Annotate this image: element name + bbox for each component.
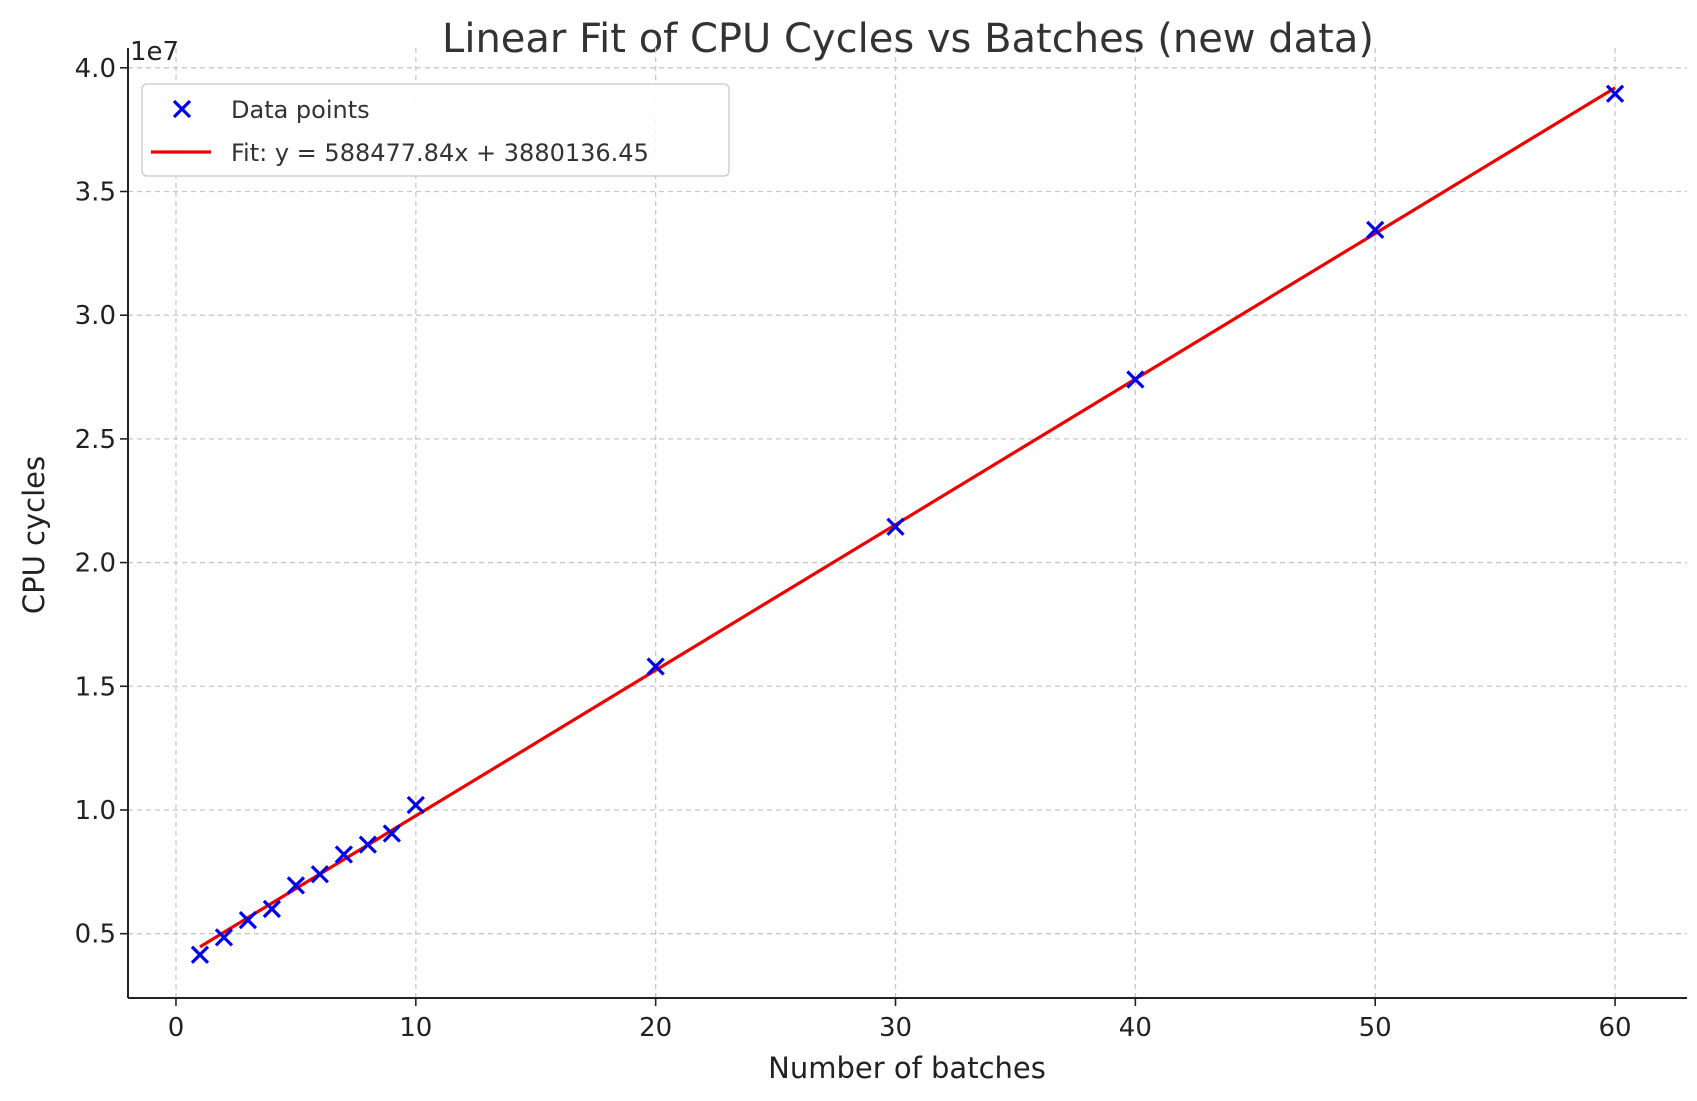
- y-tick-label: 0.5: [75, 920, 116, 950]
- grid-lines: [128, 48, 1687, 998]
- data-point: [406, 795, 425, 815]
- fit-line-layer: [199, 86, 1616, 949]
- data-point: [1366, 220, 1385, 239]
- data-points-layer: [190, 84, 1625, 964]
- x-axis-label: Number of batches: [768, 1051, 1046, 1085]
- legend-label-data-points: Data points: [231, 96, 370, 124]
- y-axis-label: CPU cycles: [17, 456, 51, 614]
- x-tick-label: 40: [1119, 1013, 1152, 1043]
- data-point: [334, 845, 353, 864]
- x-tick-label: 60: [1598, 1013, 1631, 1043]
- x-ticks: 0 10 20 30 40 50 60: [168, 998, 1632, 1043]
- x-tick-label: 30: [879, 1013, 912, 1043]
- data-point: [238, 910, 258, 930]
- y-offset-label: 1e7: [130, 37, 179, 67]
- data-point: [214, 928, 234, 947]
- y-tick-label: 1.5: [75, 672, 116, 702]
- legend-label-fit: Fit: y = 588477.84x + 3880136.45: [231, 139, 649, 167]
- legend-marker-x-icon: [172, 99, 192, 119]
- data-point: [1605, 84, 1625, 103]
- y-ticks: 0.5 1.0 1.5 2.0 2.5 3.0 3.5 4.0: [75, 54, 128, 950]
- chart-title: Linear Fit of CPU Cycles vs Batches (new…: [442, 16, 1374, 62]
- fit-line: [199, 86, 1616, 949]
- data-point: [382, 824, 401, 843]
- data-point: [286, 876, 306, 895]
- data-point: [646, 657, 665, 676]
- data-point: [262, 899, 282, 919]
- y-tick-label: 1.0: [75, 796, 116, 826]
- data-point: [886, 517, 905, 536]
- y-tick-label: 4.0: [75, 54, 116, 84]
- axes: [127, 48, 1687, 999]
- x-tick-label: 0: [168, 1013, 185, 1043]
- data-point: [310, 865, 330, 884]
- y-tick-label: 3.0: [75, 301, 116, 331]
- legend: Data points Fit: y = 588477.84x + 388013…: [141, 83, 730, 177]
- x-tick-label: 50: [1359, 1013, 1392, 1043]
- x-tick-label: 10: [399, 1013, 432, 1043]
- y-tick-label: 3.5: [75, 177, 116, 207]
- legend-box: [141, 83, 730, 177]
- data-point: [190, 945, 210, 964]
- data-point: [358, 835, 377, 854]
- x-tick-label: 20: [639, 1013, 672, 1043]
- y-tick-label: 2.5: [75, 425, 116, 455]
- y-tick-label: 2.0: [75, 549, 116, 579]
- data-point: [1126, 370, 1145, 389]
